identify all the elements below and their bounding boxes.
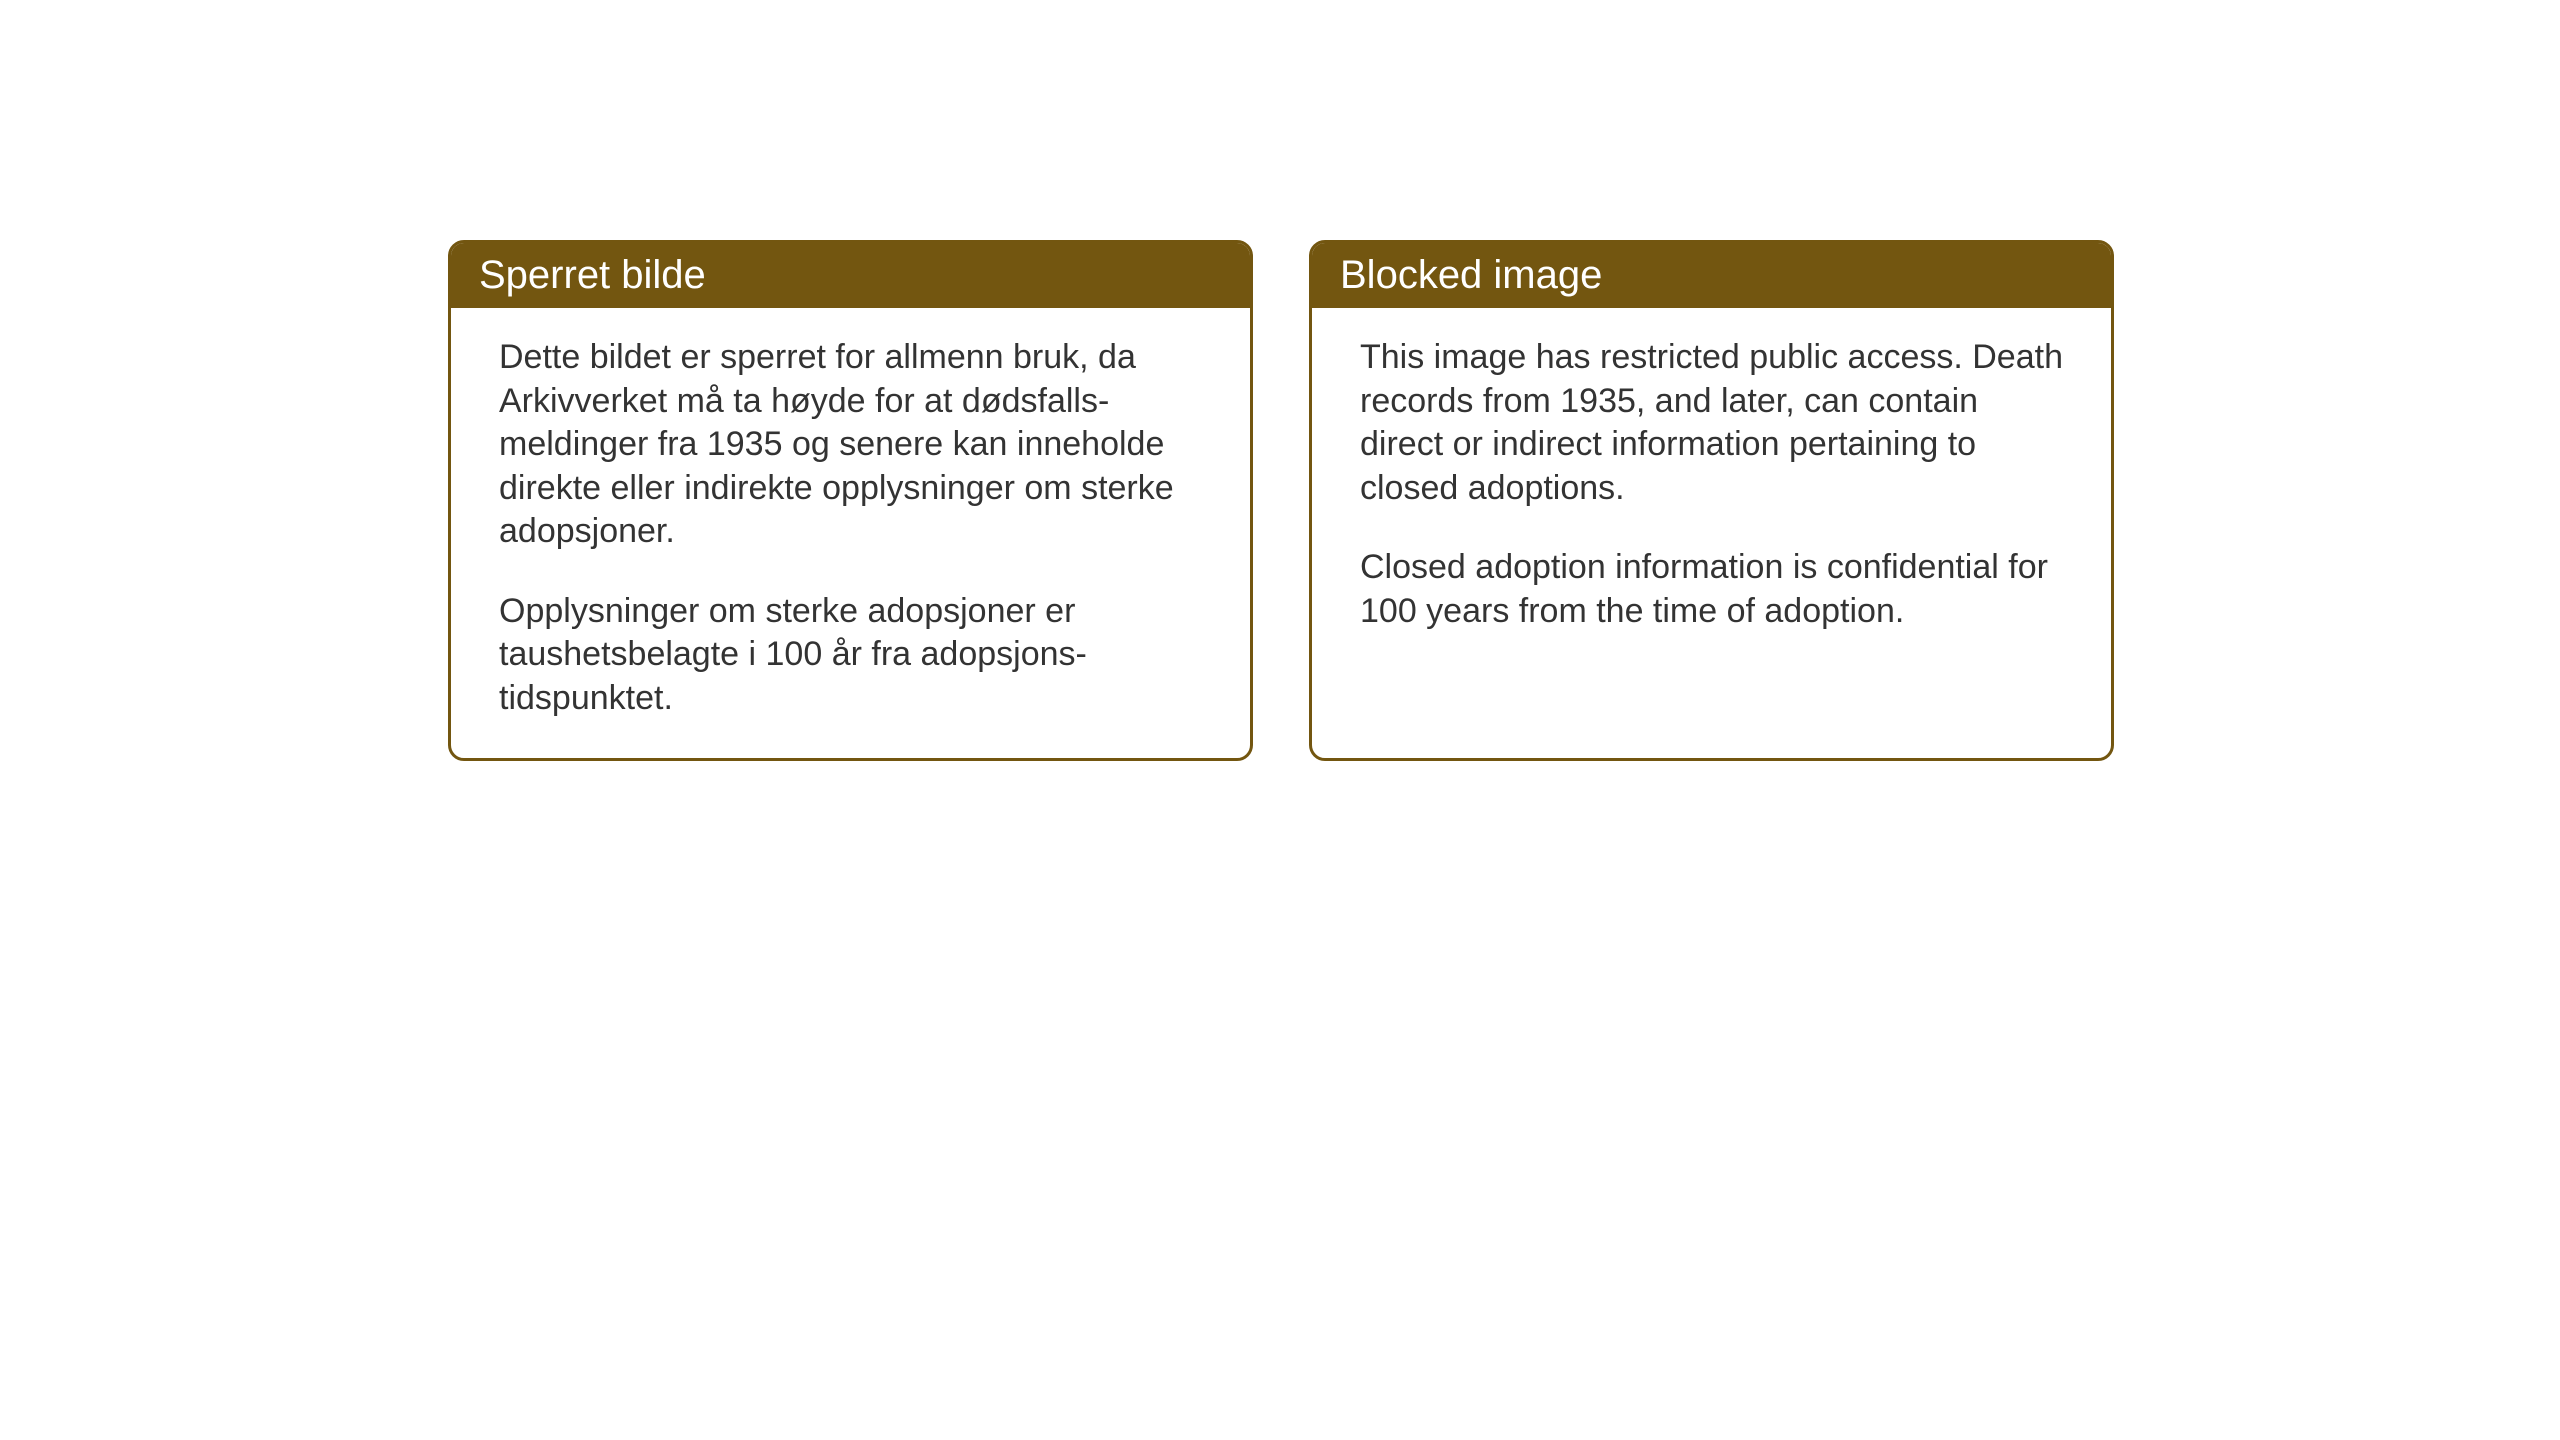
message-box-norwegian: Sperret bilde Dette bildet er sperret fo…: [448, 240, 1253, 761]
message-title-english: Blocked image: [1340, 253, 1602, 297]
message-container: Sperret bilde Dette bildet er sperret fo…: [448, 240, 2114, 761]
message-body-norwegian: Dette bildet er sperret for allmenn bruk…: [451, 308, 1250, 758]
message-paragraph: Closed adoption information is confident…: [1360, 546, 2063, 633]
message-box-english: Blocked image This image has restricted …: [1309, 240, 2114, 761]
message-paragraph: Opplysninger om sterke adopsjoner er tau…: [499, 590, 1202, 721]
message-paragraph: This image has restricted public access.…: [1360, 336, 2063, 510]
message-paragraph: Dette bildet er sperret for allmenn bruk…: [499, 336, 1202, 554]
message-header-english: Blocked image: [1312, 243, 2111, 308]
message-header-norwegian: Sperret bilde: [451, 243, 1250, 308]
message-title-norwegian: Sperret bilde: [479, 253, 706, 297]
message-body-english: This image has restricted public access.…: [1312, 308, 2111, 671]
